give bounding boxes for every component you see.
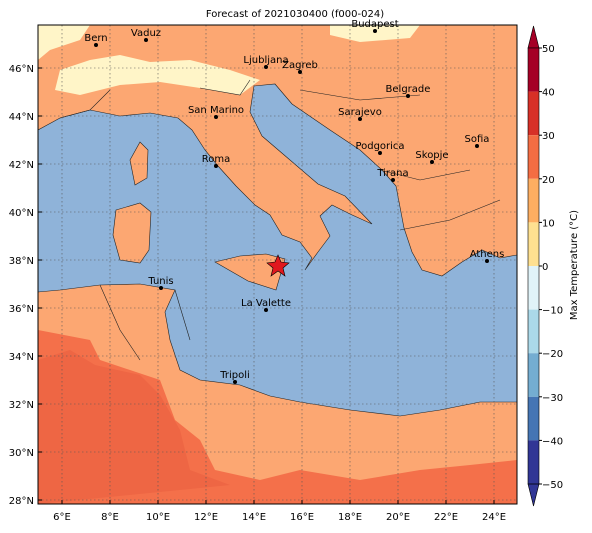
lat-tick-label: 34°N: [9, 352, 34, 363]
city-label: Ljubljana: [243, 55, 288, 66]
colorbar-segment: [528, 353, 539, 397]
city-marker: [214, 164, 218, 168]
lat-tick-label: 28°N: [9, 496, 34, 507]
star-marker: [266, 254, 290, 277]
lon-tick-label: 18°E: [338, 512, 362, 523]
city-marker: [485, 259, 489, 263]
colorbar-segment: [528, 440, 539, 484]
sardinia: [112, 202, 152, 264]
city-marker: [475, 144, 479, 148]
city-marker: [378, 151, 382, 155]
city-label: Budapest: [351, 19, 398, 30]
city-label: Sofia: [465, 134, 490, 145]
lat-tick-label: 42°N: [9, 160, 34, 171]
lat-tick-label: 36°N: [9, 304, 34, 315]
map-frame: [37, 24, 518, 505]
lat-tick-label: 30°N: [9, 448, 34, 459]
city-marker: [406, 94, 410, 98]
colorbar-tick-label: −10: [542, 306, 563, 317]
city-label: Belgrade: [386, 84, 431, 95]
colorbar-segment: [528, 178, 539, 223]
colorbar-segment: [528, 48, 539, 92]
colorbar-tick-label: −50: [542, 480, 563, 491]
colorbar-segment: [528, 266, 539, 310]
colorbar-segment: [528, 135, 539, 179]
city-marker: [264, 308, 268, 312]
city-marker: [94, 43, 98, 47]
colorbar-tick-label: 30: [542, 131, 555, 142]
colorbar-segment: [528, 309, 539, 354]
cool-region: [330, 25, 420, 42]
lon-tick-label: 20°E: [386, 512, 410, 523]
colorbar-extend: [527, 25, 540, 49]
lon-tick-label: 12°E: [194, 512, 218, 523]
city-marker: [391, 178, 395, 182]
lat-tick-label: 32°N: [9, 400, 34, 411]
colorbar-tick-label: 0: [542, 262, 548, 273]
lon-tick-label: 8°E: [101, 512, 119, 523]
city-label: Podgorica: [355, 141, 404, 152]
city-marker: [144, 38, 148, 42]
city-label: Roma: [202, 154, 231, 165]
colorbar-tick-label: 10: [542, 218, 555, 229]
city-label: Zagreb: [282, 60, 318, 71]
city-label: Sarajevo: [338, 107, 382, 118]
city-marker: [233, 380, 237, 384]
lat-tick-label: 38°N: [9, 256, 34, 267]
lon-tick-label: 24°E: [482, 512, 506, 523]
grid: [38, 25, 517, 504]
colorbar-segment: [528, 396, 539, 441]
colorbar-tick-label: −30: [542, 393, 563, 404]
city-label: Skopje: [415, 150, 448, 161]
colorbar-tick-label: 20: [542, 175, 555, 186]
lon-tick-label: 14°E: [242, 512, 266, 523]
city-label: Tripoli: [219, 370, 250, 381]
city-label: Athens: [470, 249, 505, 260]
city-label: Bern: [84, 33, 107, 44]
city-label: Vaduz: [131, 28, 161, 39]
colorbar-tick-label: 50: [542, 44, 555, 55]
colorbar: 50 40 30 20 10 0 −10 −20 −30 −40 −50: [527, 25, 563, 507]
colorbar-tick-label: 40: [542, 88, 555, 99]
lon-tick-label: 16°E: [290, 512, 314, 523]
city-label: San Marino: [188, 105, 244, 116]
lon-tick-label: 6°E: [53, 512, 71, 523]
colorbar-label: Max Temperature (°C): [569, 210, 580, 320]
city-marker: [358, 117, 362, 121]
lat-tick-label: 44°N: [9, 112, 34, 123]
lat-tick-label: 46°N: [9, 64, 34, 75]
city-marker: [430, 160, 434, 164]
city-marker: [214, 115, 218, 119]
lat-tick-label: 40°N: [9, 208, 34, 219]
map-area: [38, 25, 517, 504]
warm-region: [38, 350, 230, 504]
border: [59, 79, 501, 361]
lon-tick-label: 10°E: [146, 512, 170, 523]
colorbar-segment: [528, 222, 539, 266]
lon-tick-label: 22°E: [434, 512, 458, 523]
city-label: Tirana: [376, 168, 408, 179]
sea: [38, 83, 517, 417]
city-marker: [159, 286, 163, 290]
colorbar-tick-label: −20: [542, 349, 563, 360]
cool-region: [38, 25, 90, 60]
city-marker: [373, 29, 377, 33]
colorbar-extend: [527, 483, 540, 507]
city-label: Tunis: [147, 276, 173, 287]
cool-region: [55, 55, 260, 95]
title: Forecast of 2021030400 (f000-024): [206, 9, 384, 20]
city-marker: [264, 65, 268, 69]
city-marker: [298, 70, 302, 74]
city-label: La Valette: [241, 298, 291, 309]
colorbar-segment: [528, 91, 539, 136]
colorbar-tick-label: −40: [542, 436, 563, 447]
